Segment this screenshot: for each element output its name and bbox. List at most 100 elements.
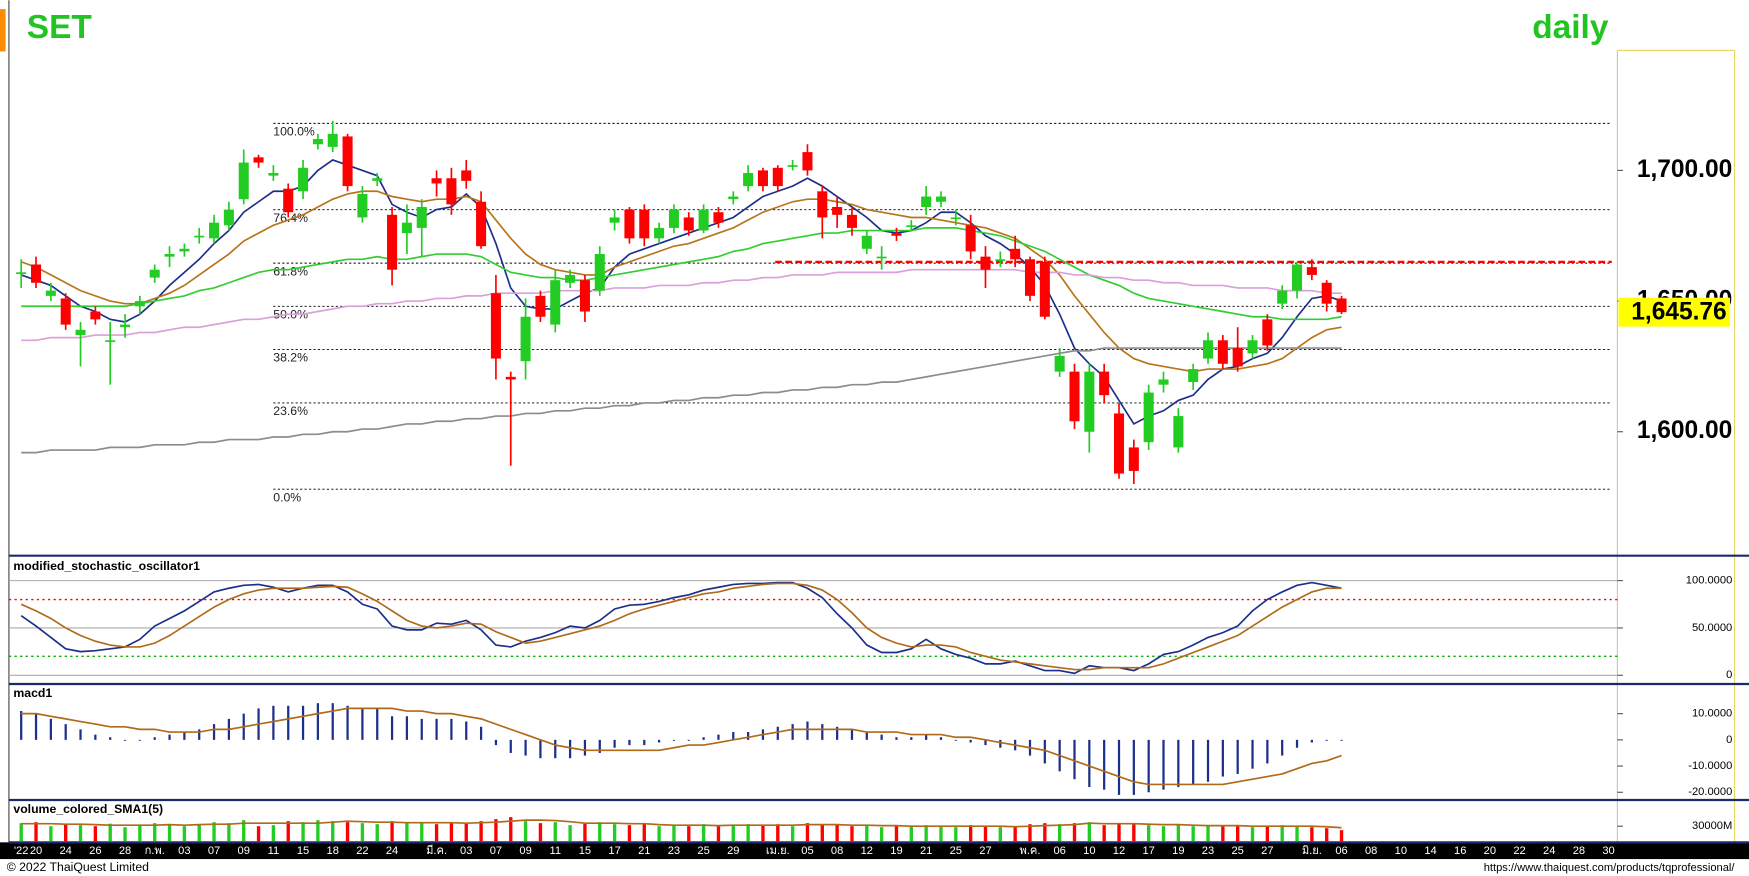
volume-bar: [1087, 822, 1092, 842]
x-tick-label: 22: [356, 845, 368, 857]
x-tick-label: 17: [608, 845, 620, 857]
panel-title: volume_colored_SMA1(5): [13, 802, 163, 816]
volume-bar: [553, 822, 557, 842]
volume-bar: [939, 826, 943, 842]
candle-body: [298, 167, 309, 192]
candle-body: [149, 269, 160, 278]
candle-body: [550, 280, 561, 325]
candle-body: [1277, 290, 1288, 304]
volume-bar: [924, 825, 928, 842]
candle-body: [698, 209, 709, 231]
candle-body: [1069, 371, 1080, 422]
macd-bar: [687, 739, 690, 741]
y-tick-label: -10.0000: [1688, 760, 1732, 772]
x-tick-label: 21: [638, 845, 650, 857]
macd-bar: [465, 721, 468, 740]
volume-bar: [687, 826, 691, 842]
volume-sma: [21, 819, 1342, 829]
x-tick-label: 24: [1543, 845, 1555, 857]
volume-bar: [568, 825, 572, 842]
macd-bar: [420, 718, 423, 740]
macd-bar: [49, 718, 52, 740]
x-tick-label: '22: [14, 845, 29, 857]
macd-bar: [1147, 739, 1150, 793]
candle-body: [120, 324, 131, 328]
macd-bar: [198, 729, 201, 740]
candle-body: [1113, 413, 1125, 474]
candle-body: [579, 280, 590, 312]
x-tick-label: เม.ย.: [766, 845, 790, 857]
macd-bar: [1266, 739, 1269, 764]
candle-body: [757, 170, 768, 187]
x-tick-label: 06: [1335, 845, 1347, 857]
last-price-label: 1,645.76: [1631, 299, 1726, 326]
macd-bar: [702, 737, 705, 740]
candle-body: [16, 272, 27, 274]
macd-bar: [1295, 739, 1299, 748]
macd-bar: [168, 734, 171, 740]
x-tick-label: 28: [1573, 845, 1585, 857]
volume-bar: [1043, 823, 1047, 842]
volume-bar: [657, 826, 661, 842]
macd-bar: [776, 726, 779, 740]
y-tick-label: 50.0000: [1692, 622, 1732, 634]
macd-bar: [212, 724, 216, 740]
candle-body: [90, 311, 101, 320]
x-tick-label: 15: [579, 845, 591, 857]
volume-bar: [672, 825, 676, 842]
candle-body: [921, 196, 932, 207]
volume-bar: [212, 822, 216, 842]
candle-body: [832, 206, 843, 215]
macd-bar: [850, 729, 854, 740]
candle-body: [876, 256, 887, 259]
x-tick-label: 07: [208, 845, 220, 857]
macd-bar: [1192, 739, 1195, 785]
volume-bar: [405, 823, 409, 842]
macd-bar: [1236, 739, 1239, 774]
accent-bar: [0, 9, 6, 52]
volume-bar: [479, 821, 483, 842]
macd-bar: [301, 705, 305, 740]
candle-body: [1217, 340, 1228, 364]
macd-bar: [717, 734, 720, 740]
x-tick-label: 10: [1395, 845, 1407, 857]
x-tick-label: 17: [1142, 845, 1154, 857]
candle-body: [179, 248, 190, 252]
volume-bar: [746, 824, 750, 842]
candle-body: [713, 212, 724, 223]
candle-body: [372, 178, 383, 181]
candle-body: [416, 206, 427, 228]
macd-bar: [910, 737, 913, 740]
candle-body: [1321, 282, 1332, 304]
macd-bar: [361, 708, 364, 740]
volume-bar: [1013, 826, 1017, 842]
moving-average: [21, 227, 1342, 321]
oscillator-line: [20, 582, 1342, 671]
macd-bar: [598, 739, 601, 753]
candle-body: [505, 376, 516, 380]
candle-body: [1054, 355, 1065, 372]
volume-bar: [1072, 823, 1077, 842]
volume-bar: [894, 826, 899, 842]
volume-bar: [1102, 825, 1106, 842]
volume-bar: [731, 825, 735, 842]
candle-body: [891, 233, 902, 236]
x-tick-label: 24: [59, 845, 71, 857]
candle-body: [668, 209, 679, 228]
candle-body: [1292, 264, 1303, 291]
volume-bar: [1161, 826, 1166, 842]
x-tick-label: 03: [178, 845, 190, 857]
macd-bar: [287, 705, 290, 740]
x-tick-label: 30: [1602, 845, 1614, 857]
macd-bar: [1117, 739, 1121, 795]
candle-body: [535, 295, 546, 317]
volume-bar: [1176, 825, 1181, 842]
macd-bar: [331, 703, 334, 740]
volume-bar: [968, 825, 973, 842]
x-tick-label: 25: [697, 845, 709, 857]
x-tick-label: 08: [831, 845, 843, 857]
volume-bar: [1221, 826, 1225, 842]
candle-body: [1306, 267, 1317, 275]
